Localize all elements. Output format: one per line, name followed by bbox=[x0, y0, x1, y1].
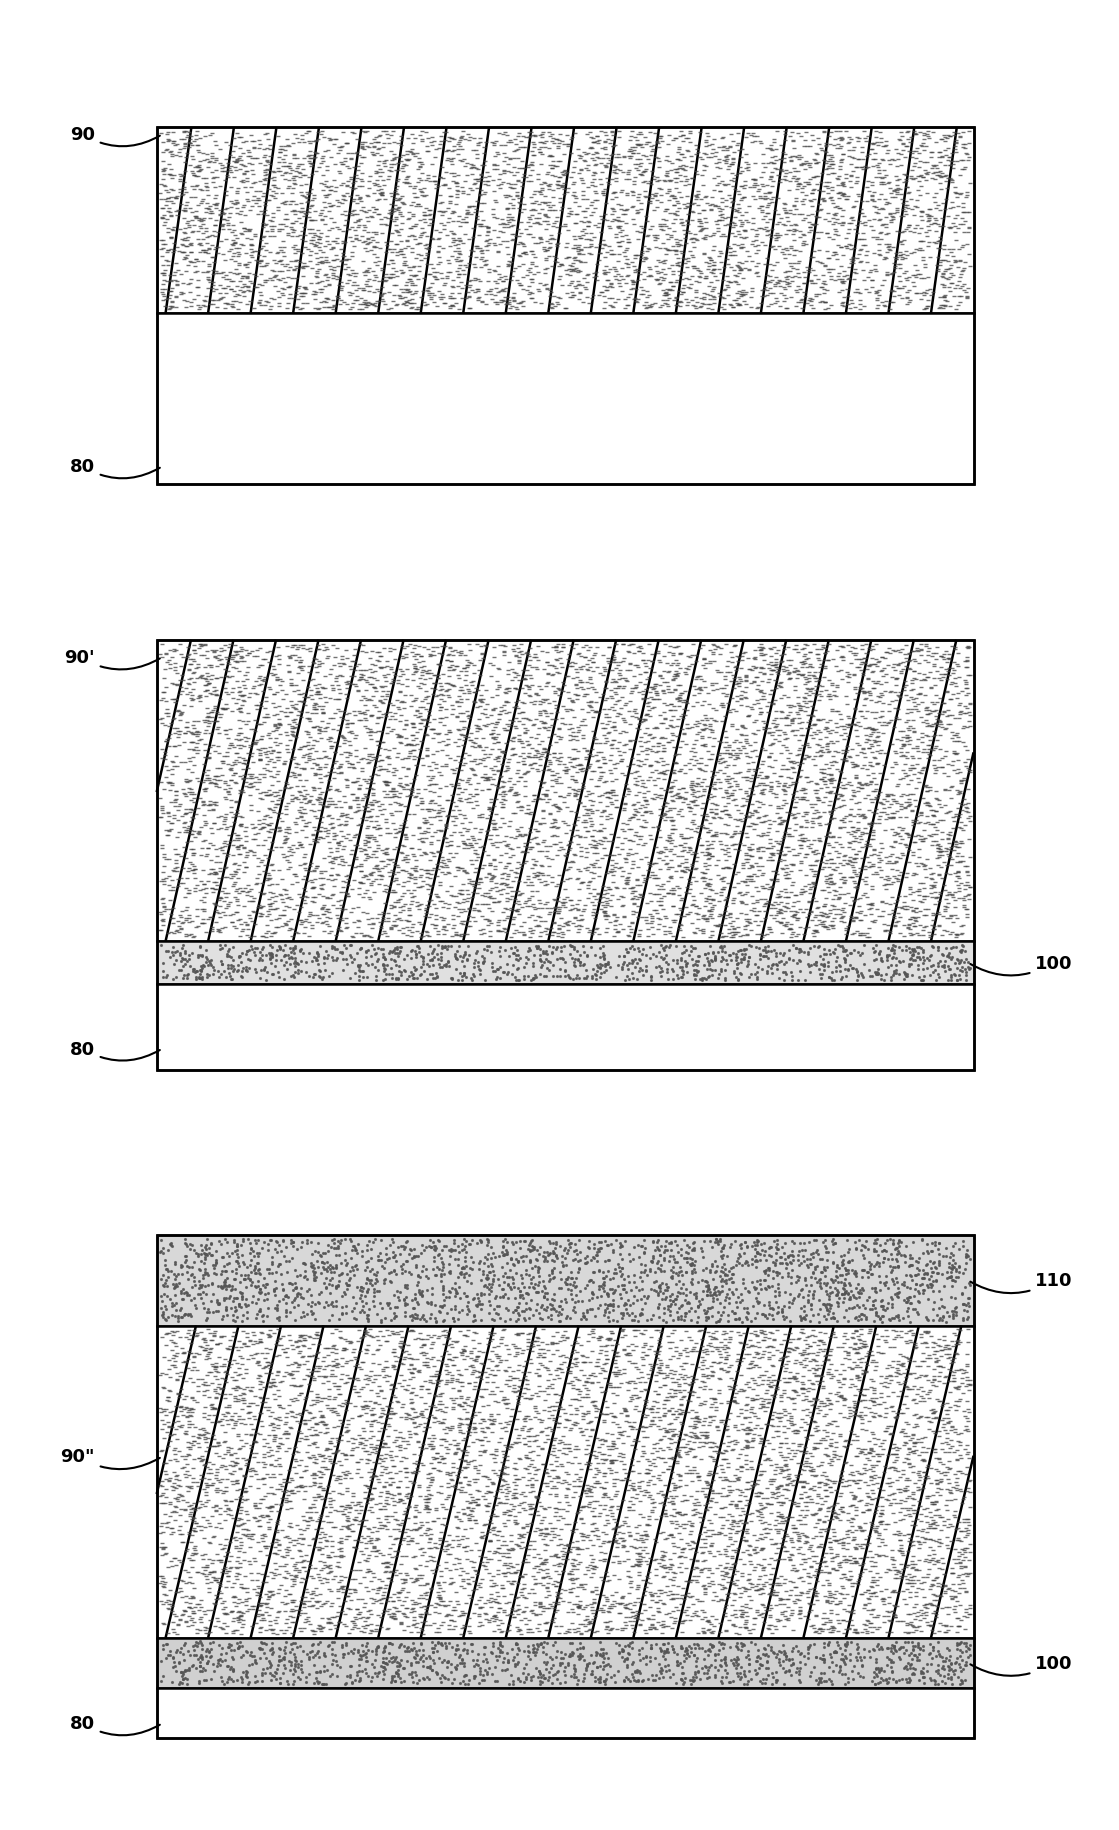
Bar bbox=[157, 1235, 974, 1325]
Bar bbox=[157, 985, 974, 1071]
Bar bbox=[157, 1325, 974, 1638]
Bar bbox=[157, 313, 974, 485]
Text: 80: 80 bbox=[70, 458, 160, 479]
Text: 90: 90 bbox=[70, 126, 160, 146]
Bar bbox=[157, 1638, 974, 1687]
Bar bbox=[157, 128, 974, 313]
Bar bbox=[157, 640, 974, 941]
Bar bbox=[157, 640, 974, 941]
Bar bbox=[157, 128, 974, 313]
Bar bbox=[157, 128, 974, 485]
Text: 80: 80 bbox=[70, 1715, 160, 1735]
Bar bbox=[157, 985, 974, 1071]
Bar bbox=[157, 313, 974, 485]
Bar bbox=[157, 1638, 974, 1687]
Bar bbox=[157, 640, 974, 1071]
Text: 80: 80 bbox=[70, 1039, 160, 1061]
Bar bbox=[157, 942, 974, 985]
Bar bbox=[157, 640, 974, 941]
Bar bbox=[157, 1325, 974, 1638]
Text: 100: 100 bbox=[970, 953, 1073, 975]
Bar bbox=[157, 1687, 974, 1738]
Bar bbox=[157, 942, 974, 985]
Bar bbox=[157, 128, 974, 313]
Bar bbox=[157, 1235, 974, 1738]
Bar bbox=[157, 1235, 974, 1325]
Text: 100: 100 bbox=[970, 1654, 1073, 1676]
Bar bbox=[157, 1687, 974, 1738]
Text: 90": 90" bbox=[60, 1448, 160, 1469]
Bar bbox=[157, 1325, 974, 1638]
Text: 90': 90' bbox=[65, 648, 160, 670]
Text: 110: 110 bbox=[970, 1272, 1073, 1294]
